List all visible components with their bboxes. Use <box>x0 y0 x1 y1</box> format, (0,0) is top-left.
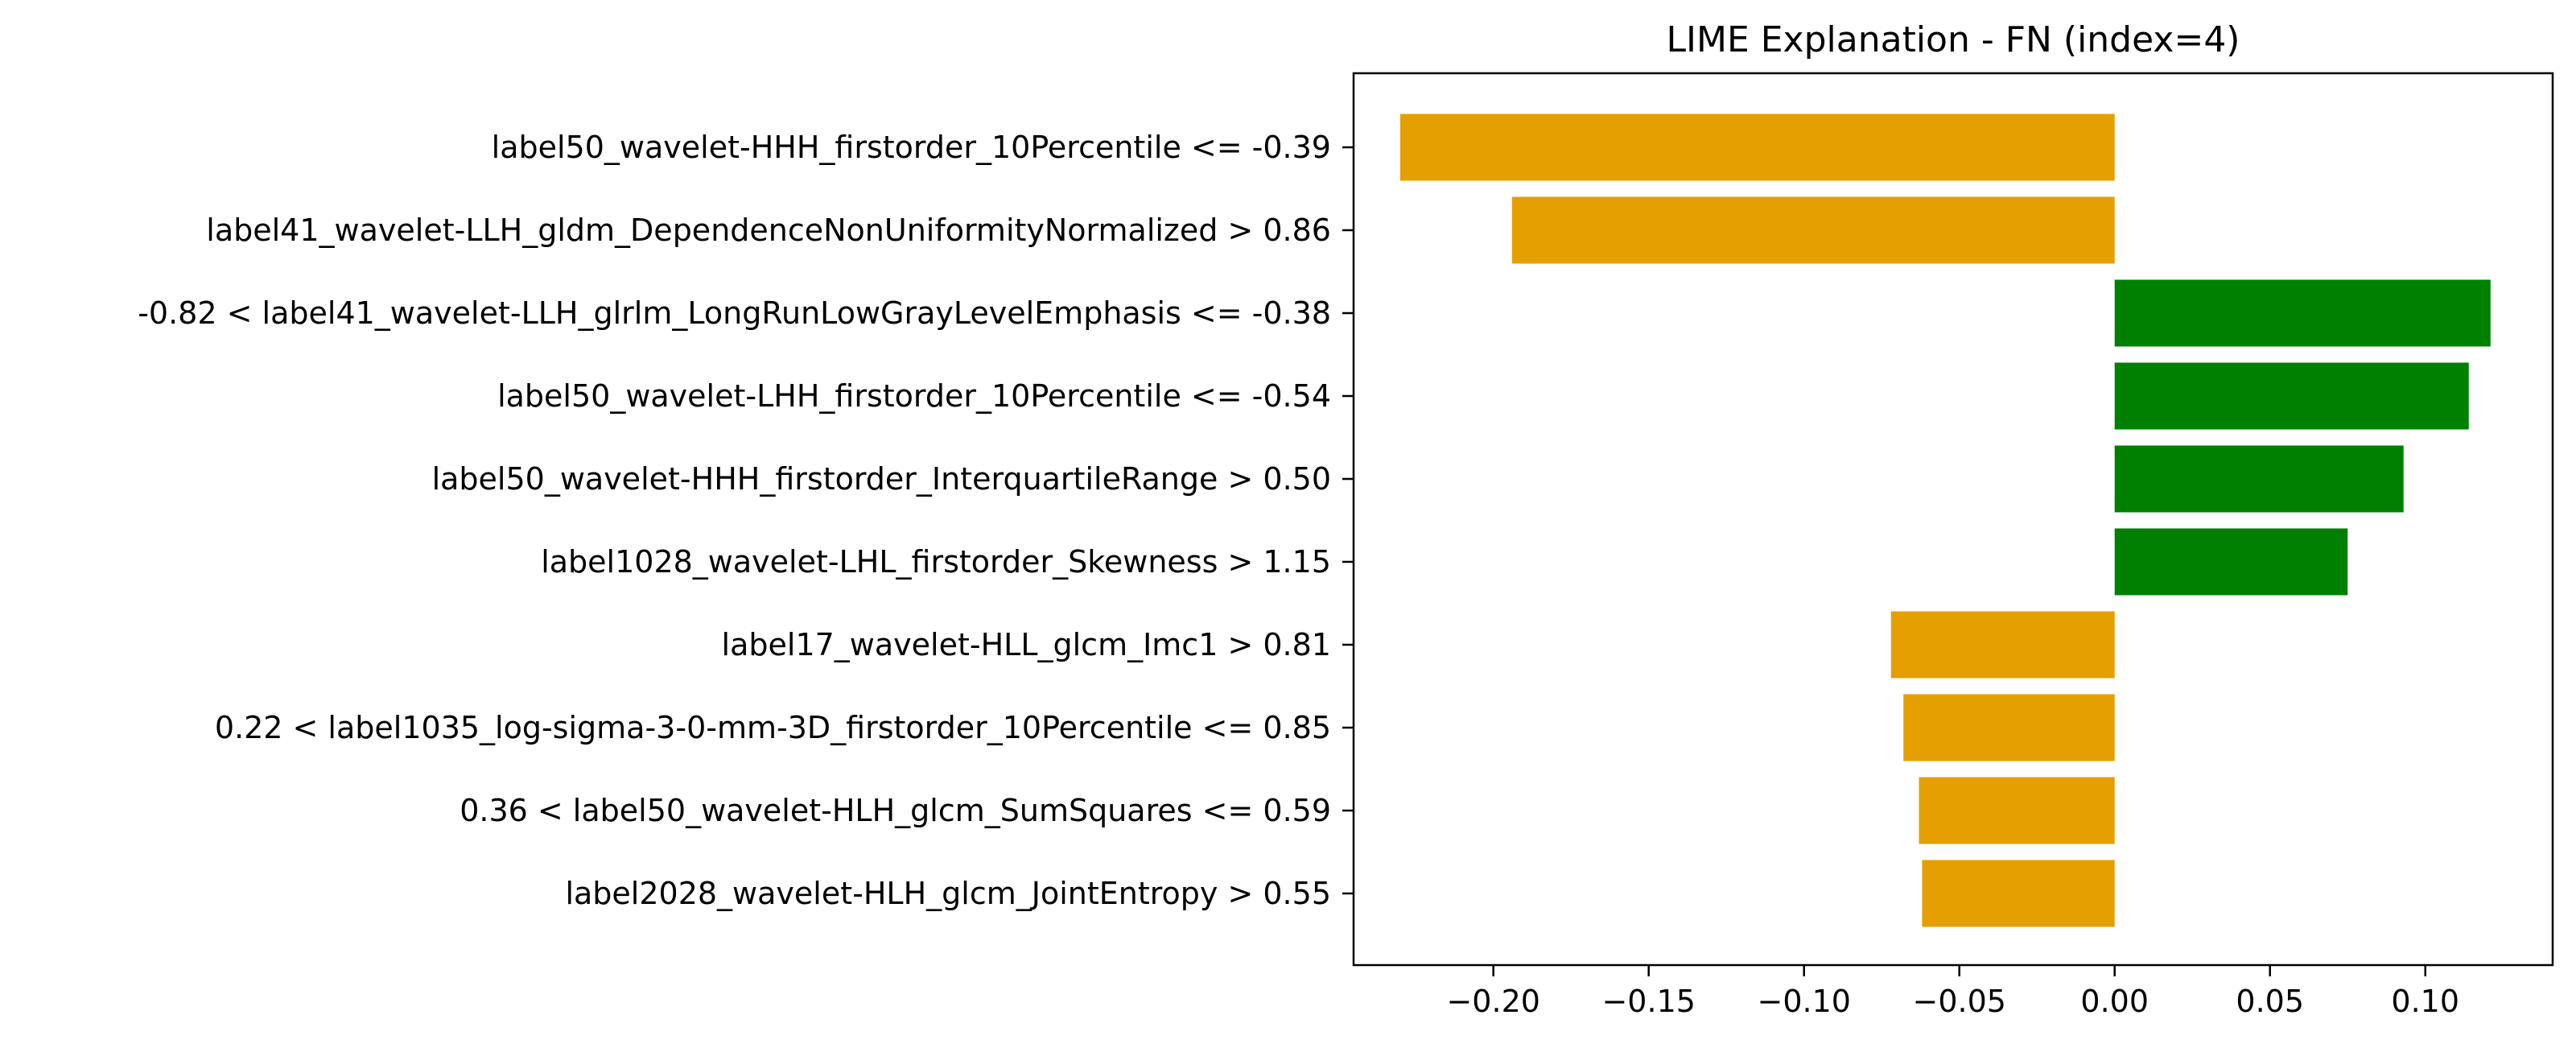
y-tick-label: 0.22 < label1035_log-sigma-3-0-mm-3D_fir… <box>215 710 1331 745</box>
y-tick-label: label41_wavelet-LLH_gldm_DependenceNonUn… <box>206 212 1331 248</box>
bar-5 <box>2114 445 2404 513</box>
y-tick-label: label50_wavelet-HHH_firstorder_10Percent… <box>492 130 1331 165</box>
y-tick-label: 0.36 < label50_wavelet-HLH_glcm_SumSquar… <box>460 793 1331 828</box>
y-tick-label: label50_wavelet-LHH_firstorder_10Percent… <box>497 378 1331 414</box>
bars-layer <box>1399 113 2491 927</box>
x-tick-label: 0.05 <box>2236 984 2304 1019</box>
x-tick-label: 0.10 <box>2391 984 2459 1019</box>
bar-10 <box>1922 860 2115 927</box>
bar-7 <box>1890 611 2115 679</box>
bar-2 <box>1511 196 2115 264</box>
x-tick-labels: −0.20 −0.15 −0.10 −0.05 0.00 0.05 0.10 <box>1446 965 2459 1019</box>
y-tick-label: -0.82 < label41_wavelet-LLH_glrlm_LongRu… <box>138 295 1331 331</box>
bar-8 <box>1903 694 2115 761</box>
bar-6 <box>2114 528 2348 596</box>
bar-1 <box>1399 113 2115 181</box>
bar-4 <box>2114 362 2469 430</box>
x-tick-label: −0.15 <box>1601 984 1695 1019</box>
bar-9 <box>1919 777 2115 844</box>
x-tick-label: −0.05 <box>1912 984 2005 1019</box>
y-tick-label: label2028_wavelet-HLH_glcm_JointEntropy … <box>565 876 1331 911</box>
y-tick-labels: label50_wavelet-HHH_firstorder_10Percent… <box>138 130 1354 911</box>
plot-frame <box>1352 72 2554 967</box>
y-tick-label: label17_wavelet-HLL_glcm_Imc1 > 0.81 <box>722 627 1331 662</box>
y-tick-label: label1028_wavelet-LHL_firstorder_Skewnes… <box>541 544 1331 580</box>
x-tick-label: −0.10 <box>1757 984 1850 1019</box>
y-tick-label: label50_wavelet-HHH_firstorder_Interquar… <box>432 461 1331 497</box>
bar-3 <box>2114 279 2491 347</box>
chart-title: LIME Explanation - FN (index=4) <box>1667 19 2240 60</box>
x-tick-label: −0.20 <box>1446 984 1539 1019</box>
x-tick-label: 0.00 <box>2080 984 2149 1019</box>
